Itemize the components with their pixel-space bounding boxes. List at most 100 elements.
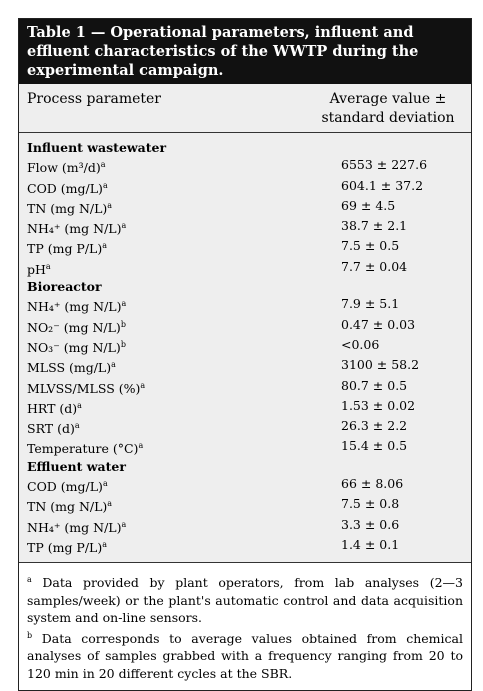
section-name: Influent wastewater (27, 140, 167, 155)
note-mark: a (107, 499, 113, 509)
param-cell: MLVSS/MLSS (%)a (27, 377, 341, 397)
footnote-mark: b (27, 630, 33, 640)
param: Temperature (°C) (27, 441, 139, 457)
note-mark: a (102, 539, 108, 549)
row: NO₂⁻ (mg N/L)b 0.47 ± 0.03 (19, 316, 471, 336)
note-mark: a (111, 360, 116, 370)
value-cell: <0.06 (341, 336, 380, 352)
rows: Influent wastewater Flow (m³/d)a 6553 ± 22… (19, 133, 471, 562)
table-title: Table 1 — Operational parameters, influe… (19, 19, 471, 84)
param: NO₃⁻ (mg N/L) (27, 339, 121, 355)
row: NO₃⁻ (mg N/L)b <0.06 (19, 336, 471, 356)
value-cell: 7.7 ± 0.04 (341, 258, 408, 274)
value-cell: 3.3 ± 0.6 (341, 516, 400, 532)
value-cell: 69 ± 4.5 (341, 197, 396, 213)
row: Temperature (°C)a 15.4 ± 0.5 (19, 437, 471, 457)
param-cell: pHa (27, 258, 341, 278)
page: Table 1 — Operational parameters, influe… (18, 18, 472, 691)
value-cell: 3100 ± 58.2 (341, 357, 420, 373)
param-cell: HRT (d)a (27, 397, 341, 417)
value-cell: 80.7 ± 0.5 (341, 377, 408, 393)
param-cell: NH₄⁺ (mg N/L)a (27, 295, 341, 315)
param: TN (mg N/L) (27, 200, 108, 216)
value-cell: 7.5 ± 0.8 (341, 496, 400, 512)
param: COD (mg/L) (27, 180, 103, 196)
row: MLSS (mg/L)a 3100 ± 58.2 (19, 356, 471, 376)
section-name: Effluent water (27, 458, 126, 474)
table-body: Process parameter Average value ± standa… (19, 84, 471, 563)
param: TP (mg P/L) (27, 241, 103, 257)
value-cell: 1.4 ± 0.1 (341, 536, 400, 552)
row: NH₄⁺ (mg N/L)a 3.3 ± 0.6 (19, 516, 471, 536)
footnote-text: Data provided by plant operators, from l… (27, 575, 463, 626)
note-mark: a (121, 221, 127, 231)
value-cell: 0.47 ± 0.03 (341, 316, 416, 332)
header-cell: Process parameter (27, 91, 161, 107)
param-cell: COD (mg/L)a (27, 177, 341, 197)
param-cell: Temperature (°C)a (27, 437, 341, 457)
value-cell: 604.1 ± 37.2 (341, 177, 424, 193)
row: NH₄⁺ (mg N/L)a 38.7 ± 2.1 (19, 217, 471, 237)
note-mark: a (102, 479, 108, 489)
value-cell: 7.5 ± 0.5 (341, 238, 400, 254)
param: Flow (m³/d) (27, 160, 101, 176)
param: MLVSS/MLSS (%) (27, 380, 141, 396)
param-cell: SRT (d)a (27, 417, 341, 437)
param-cell: TP (mg P/L)a (27, 536, 341, 556)
param: TP (mg P/L) (27, 539, 103, 555)
row: TP (mg P/L)a 1.4 ± 0.1 (19, 536, 471, 556)
section-name: Bioreactor (27, 279, 102, 295)
row: SRT (d)a 26.3 ± 2.2 (19, 417, 471, 437)
note-mark: a (102, 180, 108, 190)
row: TN (mg N/L)a 69 ± 4.5 (19, 197, 471, 217)
param-cell: MLSS (mg/L)a (27, 356, 341, 376)
footnote-text: Data corresponds to average values obtai… (27, 630, 463, 681)
param-cell: NH₄⁺ (mg N/L)a (27, 516, 341, 536)
note-mark: a (140, 380, 146, 390)
row: TN (mg N/L)a 7.5 ± 0.8 (19, 495, 471, 515)
note-mark: a (121, 299, 127, 309)
param-cell: TP (mg P/L)a (27, 237, 341, 257)
note-mark: a (77, 400, 82, 410)
param: pH (27, 261, 46, 277)
value-cell: 38.7 ± 2.1 (341, 218, 408, 234)
note-mark: a (45, 261, 51, 271)
note-mark: b (120, 319, 126, 329)
row: TP (mg P/L)a 7.5 ± 0.5 (19, 237, 471, 257)
row: COD (mg/L)a 66 ± 8.06 (19, 475, 471, 495)
row: pHa 7.7 ± 0.04 (19, 258, 471, 278)
note-mark: a (107, 200, 113, 210)
note-mark: a (121, 519, 127, 529)
param: NO₂⁻ (mg N/L) (27, 319, 121, 335)
param-cell: TN (mg N/L)a (27, 495, 341, 515)
footnote: b Data corresponds to average values obt… (27, 627, 463, 683)
note-mark: a (102, 241, 108, 251)
value-cell: 7.9 ± 5.1 (341, 296, 400, 312)
param-cell: TN (mg N/L)a (27, 197, 341, 217)
value-cell: 6553 ± 227.6 (341, 157, 428, 173)
header-row: Process parameter Average value ± standa… (19, 84, 471, 133)
note-mark: a (100, 160, 106, 170)
row: COD (mg/L)a 604.1 ± 37.2 (19, 177, 471, 197)
value-cell: 66 ± 8.06 (341, 476, 404, 492)
value-cell: 1.53 ± 0.02 (341, 397, 416, 413)
param-cell: COD (mg/L)a (27, 475, 341, 495)
param-cell: NH₄⁺ (mg N/L)a (27, 217, 341, 237)
param: COD (mg/L) (27, 479, 103, 495)
param: TN (mg N/L) (27, 499, 108, 515)
param: NH₄⁺ (mg N/L) (27, 221, 122, 237)
param-cell: Flow (m³/d)a (27, 156, 341, 176)
param-cell: NO₂⁻ (mg N/L)b (27, 316, 341, 336)
row: MLVSS/MLSS (%)a 80.7 ± 0.5 (19, 377, 471, 397)
value-cell: 15.4 ± 0.5 (341, 438, 408, 454)
param: SRT (d) (27, 421, 75, 437)
header-cell: Average value ± standard deviation (321, 91, 455, 126)
param-cell: NO₃⁻ (mg N/L)b (27, 336, 341, 356)
row: NH₄⁺ (mg N/L)a 7.9 ± 5.1 (19, 295, 471, 315)
note-mark: a (74, 421, 80, 431)
note-mark: a (138, 441, 144, 451)
footnotes: a Data provided by plant operators, from… (19, 562, 471, 691)
param: NH₄⁺ (mg N/L) (27, 519, 122, 535)
value-cell: 26.3 ± 2.2 (341, 418, 408, 434)
note-mark: b (120, 339, 126, 349)
